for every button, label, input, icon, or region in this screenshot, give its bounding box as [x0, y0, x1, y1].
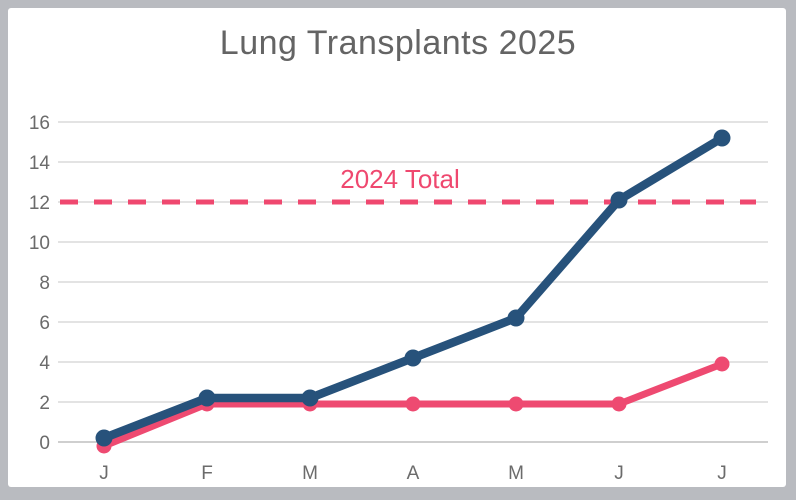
- x-tick-label: F: [201, 463, 213, 484]
- navy-line-data-point: [610, 191, 628, 209]
- y-tick-label: 8: [39, 273, 50, 294]
- x-tick-label: J: [717, 463, 727, 484]
- x-tick-label: J: [99, 463, 109, 484]
- pink-line-data-point: [714, 356, 730, 372]
- y-tick-label: 4: [39, 353, 50, 374]
- y-tick-label: 14: [29, 153, 51, 174]
- navy-line-data-point: [95, 429, 113, 447]
- pink-line-data-point: [508, 396, 524, 412]
- x-tick-label: M: [302, 463, 318, 484]
- pink-line-data-point: [405, 396, 421, 412]
- y-tick-label: 6: [39, 313, 50, 334]
- navy-line-data-point: [198, 389, 216, 407]
- x-tick-label: A: [407, 463, 420, 484]
- chart-title: Lung Transplants 2025: [219, 24, 577, 62]
- y-tick-label: 2: [39, 393, 50, 414]
- navy-line-data-point: [507, 309, 525, 327]
- y-tick-label: 12: [29, 193, 50, 214]
- navy-line-data-point: [713, 129, 731, 147]
- y-tick-label: 16: [29, 113, 50, 134]
- y-tick-label: 10: [29, 233, 50, 254]
- x-tick-label: M: [508, 463, 524, 484]
- y-tick-label: 0: [39, 433, 50, 454]
- pink-line-data-point: [611, 396, 627, 412]
- navy-line-data-point: [301, 389, 319, 407]
- navy-line-data-point: [404, 349, 422, 367]
- reference-line-label: 2024 Total: [340, 164, 460, 194]
- x-tick-label: J: [614, 463, 624, 484]
